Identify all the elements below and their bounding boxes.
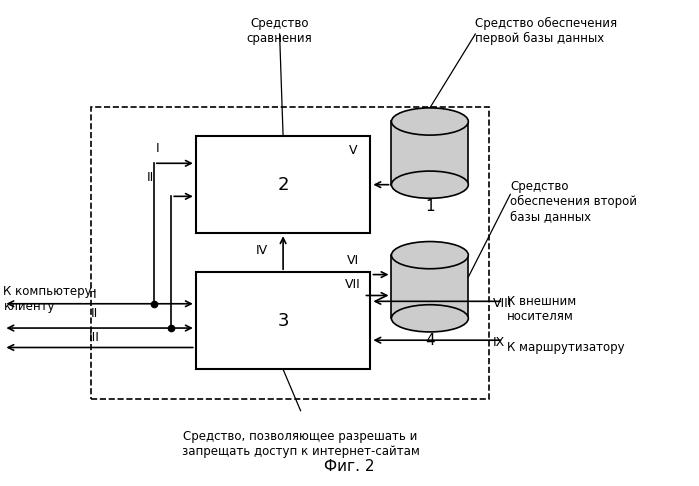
Text: II: II xyxy=(91,307,98,320)
FancyBboxPatch shape xyxy=(91,107,489,399)
Ellipse shape xyxy=(391,108,468,135)
Text: I: I xyxy=(92,288,96,300)
Text: Средство
сравнения: Средство сравнения xyxy=(247,17,312,45)
Text: VII: VII xyxy=(345,278,361,291)
Text: VI: VI xyxy=(347,254,359,266)
Text: III: III xyxy=(89,331,100,344)
Text: II: II xyxy=(147,171,154,184)
Text: Фиг. 2: Фиг. 2 xyxy=(324,459,375,474)
FancyBboxPatch shape xyxy=(196,272,370,369)
FancyBboxPatch shape xyxy=(196,136,370,233)
Text: I: I xyxy=(155,142,159,155)
Text: V: V xyxy=(349,144,357,157)
Ellipse shape xyxy=(391,305,468,332)
Text: Средство
обеспечения второй
базы данных: Средство обеспечения второй базы данных xyxy=(510,180,637,223)
Text: 4: 4 xyxy=(425,333,435,348)
Text: Средство обеспечения
первой базы данных: Средство обеспечения первой базы данных xyxy=(475,17,617,45)
Ellipse shape xyxy=(391,171,468,198)
Ellipse shape xyxy=(391,242,468,269)
Text: IX: IX xyxy=(493,336,505,349)
Text: 1: 1 xyxy=(425,199,435,214)
Text: VIII: VIII xyxy=(493,297,512,310)
Polygon shape xyxy=(391,255,468,318)
Text: 3: 3 xyxy=(278,312,289,330)
Text: К внешним
носителям: К внешним носителям xyxy=(507,295,576,323)
Text: 2: 2 xyxy=(278,175,289,194)
Text: IV: IV xyxy=(256,244,268,257)
Polygon shape xyxy=(391,122,468,185)
Text: К компьютеру-
клиенту: К компьютеру- клиенту xyxy=(3,285,96,313)
Text: Средство, позволяющее разрешать и
запрещать доступ к интернет-сайтам: Средство, позволяющее разрешать и запрещ… xyxy=(182,430,419,458)
Text: К маршрутизатору: К маршрутизатору xyxy=(507,341,624,354)
